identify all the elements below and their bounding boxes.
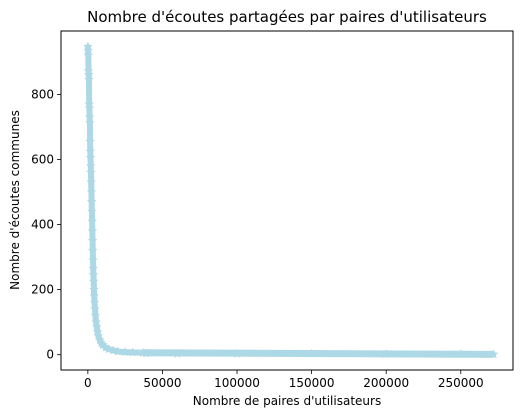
series-marker — [86, 186, 97, 197]
x-tick-label: 100000 — [214, 376, 260, 390]
series-marker — [86, 206, 97, 216]
series-marker — [306, 348, 317, 358]
series-marker — [85, 152, 96, 163]
series-marker — [84, 102, 95, 113]
series-marker-band — [143, 349, 494, 358]
series-marker — [87, 225, 98, 236]
x-tick-label: 0 — [84, 376, 92, 390]
series-marker — [85, 136, 96, 146]
x-tick-label: 150000 — [289, 376, 335, 390]
series-marker — [84, 117, 95, 128]
series-marker — [381, 348, 392, 359]
x-tick-label: 250000 — [438, 376, 484, 390]
y-tick-label: 600 — [31, 153, 54, 167]
series-marker — [89, 284, 99, 294]
series-marker — [127, 347, 138, 357]
x-tick-label: 200000 — [363, 376, 409, 390]
x-axis: 0 50000 100000 150000 200000 250000 — [84, 370, 484, 390]
series-marker — [90, 310, 101, 320]
plot-area — [61, 31, 513, 370]
y-tick-label: 800 — [31, 87, 54, 101]
series-marker — [86, 177, 97, 187]
y-axis: 0 200 400 600 800 — [31, 87, 61, 362]
series-marker — [88, 255, 98, 265]
series-marker — [89, 290, 100, 301]
y-axis-label: Nombre d'écoutes communes — [8, 110, 22, 290]
x-tick-label: 50000 — [143, 376, 181, 390]
series-marker — [87, 235, 98, 246]
chart-title: Nombre d'écoutes partagées par paires d'… — [87, 8, 487, 26]
series-marker — [86, 167, 96, 177]
y-tick-label: 400 — [31, 218, 54, 232]
series-marker — [90, 303, 100, 314]
y-tick-label: 200 — [31, 283, 54, 297]
series-marker — [120, 346, 131, 357]
series-marker — [89, 297, 100, 307]
series-marker — [488, 349, 499, 359]
series-marker — [232, 348, 242, 358]
series-marker — [172, 348, 183, 358]
y-tick-label: 0 — [46, 348, 54, 362]
series-marker — [83, 50, 94, 60]
plot-frame — [60, 30, 514, 371]
series-marker — [87, 216, 98, 226]
series-marker — [88, 276, 99, 286]
series-layer — [82, 41, 499, 359]
series-marker — [141, 348, 151, 358]
series-marker — [86, 196, 97, 206]
series-marker — [455, 348, 466, 359]
x-axis-label: Nombre de paires d'utilisateurs — [193, 394, 381, 408]
series-marker — [87, 245, 98, 255]
series-marker — [84, 74, 94, 84]
series-marker — [112, 346, 123, 356]
